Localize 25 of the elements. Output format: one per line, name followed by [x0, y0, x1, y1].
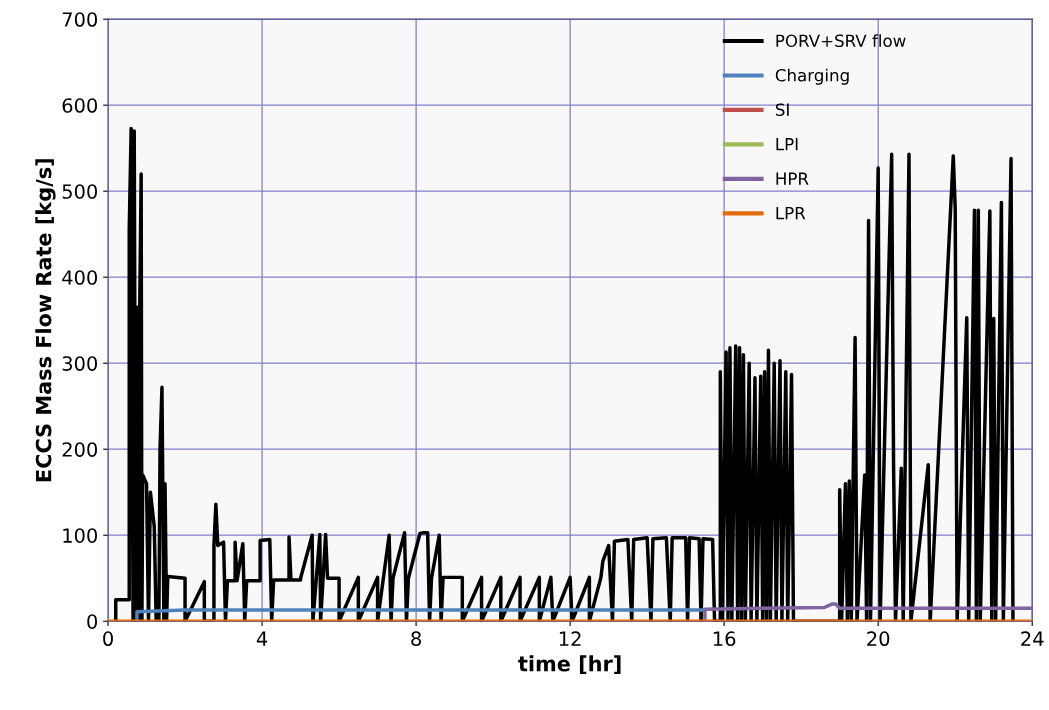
y-tick-label: 700: [62, 12, 98, 27]
y-tick-label: 400: [62, 270, 98, 285]
legend-label: LPI: [776, 138, 798, 151]
x-tick-label: 24: [1021, 631, 1044, 646]
x-tick-label: 0: [103, 631, 113, 647]
legend-label: PORV+SRV flow: [776, 34, 906, 48]
y-tick-label: 500: [62, 184, 98, 199]
legend-label: LPR: [776, 207, 806, 220]
y-tick-label: 200: [62, 442, 98, 457]
x-tick-label: 20: [867, 631, 890, 647]
x-tick-label: 16: [713, 631, 736, 647]
y-tick-label: 600: [62, 98, 98, 113]
x-axis-title: time [hr]: [518, 655, 621, 674]
x-tick-label: 8: [411, 631, 421, 647]
y-tick-label: 300: [62, 356, 98, 371]
line-series: [114, 126, 1015, 622]
y-tick-label: 0: [87, 614, 98, 629]
legend-label: Charging: [775, 68, 849, 85]
y-axis-title: ECCS Mass Flow Rate [kg/s]: [35, 159, 56, 482]
legend-label: HPR: [776, 172, 809, 185]
line-series: [703, 602, 1033, 622]
legend-label: SI: [775, 103, 789, 116]
y-tick-label: 100: [63, 528, 98, 543]
x-tick-label: 4: [256, 631, 268, 646]
x-tick-label: 12: [559, 631, 581, 646]
